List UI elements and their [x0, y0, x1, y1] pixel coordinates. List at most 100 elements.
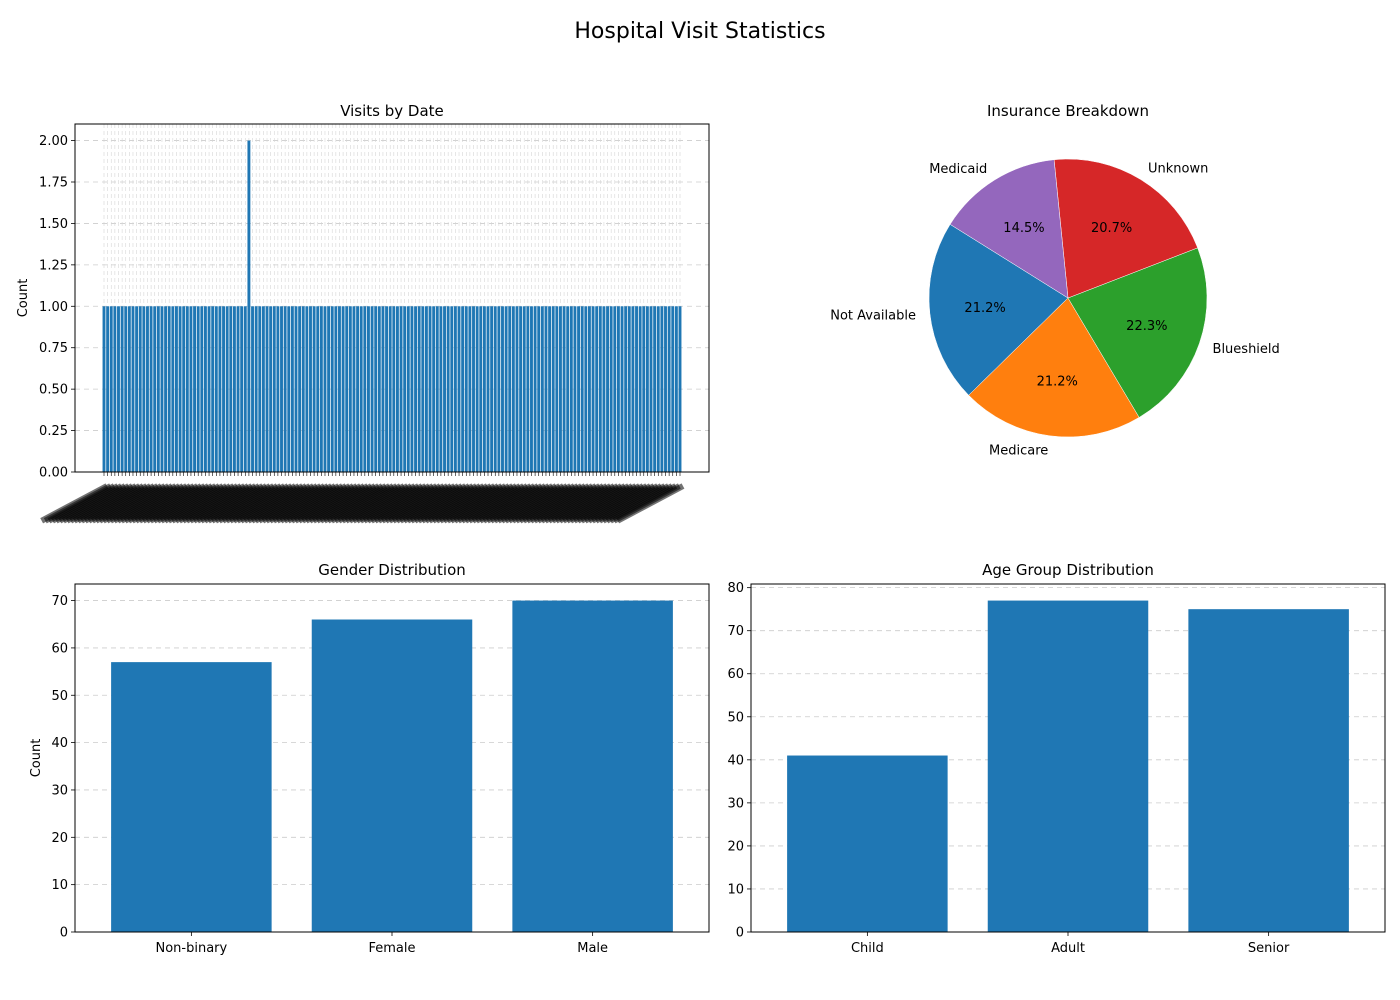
bar	[381, 306, 385, 472]
pie-slice-medicare	[968, 297, 1140, 438]
bar	[298, 306, 302, 472]
bar	[591, 306, 595, 472]
bar	[301, 306, 305, 472]
age-group-distribution-title: Age Group Distribution	[982, 561, 1154, 579]
x-tick-label: Senior	[1248, 941, 1290, 956]
bar	[671, 306, 675, 472]
bar	[548, 306, 552, 472]
y-tick-label: 40	[727, 753, 744, 768]
bar	[247, 140, 251, 473]
bar	[316, 306, 320, 472]
y-tick-label: 0.50	[39, 383, 68, 398]
bar	[294, 306, 298, 472]
bar	[544, 306, 548, 472]
bar	[352, 306, 356, 472]
visits-by-date-title: Visits by Date	[340, 102, 444, 120]
bar	[515, 306, 519, 472]
bar	[602, 306, 606, 472]
bar	[338, 306, 341, 472]
bar	[236, 306, 240, 472]
bar	[468, 306, 472, 472]
bar	[501, 306, 504, 472]
bar	[472, 306, 475, 472]
bar	[642, 306, 646, 472]
bar	[232, 306, 236, 472]
bar	[606, 306, 609, 472]
bar	[497, 306, 501, 472]
bar	[211, 306, 215, 472]
plot-frame	[750, 583, 1386, 933]
bar	[533, 306, 537, 472]
visits-by-date-chart: Visits by Date Count 0.00 0.25 0.50 0.75 1.0…	[16, 102, 710, 524]
bar	[193, 306, 197, 472]
pie-slice-unknown	[1053, 158, 1198, 299]
x-tick-label: Child	[851, 941, 884, 956]
bar	[609, 306, 613, 472]
bar	[189, 306, 193, 472]
bar	[178, 306, 182, 472]
bar-non-binary	[111, 662, 272, 932]
bar	[305, 306, 309, 472]
bar	[160, 306, 164, 472]
bar	[656, 306, 660, 472]
bar	[479, 306, 483, 472]
bar	[457, 306, 461, 472]
bar	[356, 306, 360, 472]
bar	[424, 306, 428, 472]
bar	[403, 306, 407, 472]
pie-pct-label: 21.2%	[1037, 375, 1078, 390]
bar	[243, 306, 247, 472]
bar	[519, 306, 523, 472]
bar	[124, 306, 128, 472]
age-group-distribution-chart: Age Group Distribution 0 10 20 30 40 50 60 70 80…	[727, 561, 1386, 956]
bar	[508, 306, 512, 472]
bar	[595, 306, 599, 472]
bar	[175, 306, 178, 472]
bar	[146, 306, 149, 472]
bar	[207, 306, 211, 472]
bar	[385, 306, 389, 472]
bar	[406, 306, 410, 472]
bar	[182, 306, 186, 472]
bar	[254, 306, 258, 472]
plot-frame	[74, 583, 710, 933]
bar	[667, 306, 671, 472]
bar	[573, 306, 577, 472]
bar	[283, 306, 287, 472]
bar	[309, 306, 312, 472]
bar	[559, 306, 562, 472]
bar	[537, 306, 541, 472]
bar	[363, 306, 367, 472]
bar	[613, 306, 617, 472]
bar	[251, 306, 254, 472]
bar	[113, 306, 117, 472]
bar	[131, 306, 135, 472]
bar	[414, 306, 417, 472]
bar	[439, 306, 443, 472]
gender-distribution-title: Gender Distribution	[318, 561, 466, 579]
bar	[616, 306, 620, 472]
bar	[566, 306, 570, 472]
pie-pct-label: 21.2%	[964, 301, 1005, 316]
bar	[367, 306, 370, 472]
bar	[638, 306, 642, 472]
y-tick-label: 20	[727, 839, 744, 854]
bar	[674, 306, 678, 472]
bar	[218, 306, 222, 472]
pie-slice-label: Medicaid	[929, 162, 987, 177]
bar	[664, 306, 667, 472]
bar	[649, 306, 653, 472]
y-tick-label: 60	[727, 667, 744, 682]
y-tick-label: 10	[51, 878, 68, 893]
bar	[562, 306, 566, 472]
bar	[269, 306, 273, 472]
bar	[551, 306, 555, 472]
bar	[334, 306, 338, 472]
bar-female	[311, 619, 473, 932]
x-tick-label: Adult	[1051, 941, 1085, 956]
bar	[395, 306, 399, 472]
bar	[598, 306, 602, 472]
bar	[569, 306, 573, 472]
bar	[530, 306, 533, 472]
